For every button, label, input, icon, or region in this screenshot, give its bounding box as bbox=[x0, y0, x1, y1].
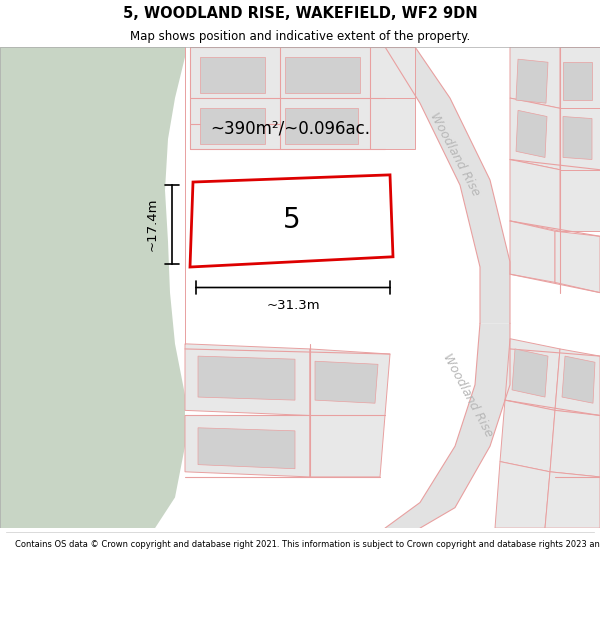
Text: ~31.3m: ~31.3m bbox=[266, 299, 320, 312]
Polygon shape bbox=[516, 111, 547, 158]
Text: ~390m²/~0.096ac.: ~390m²/~0.096ac. bbox=[210, 120, 370, 138]
Polygon shape bbox=[198, 428, 295, 469]
Text: Contains OS data © Crown copyright and database right 2021. This information is : Contains OS data © Crown copyright and d… bbox=[15, 540, 600, 549]
Polygon shape bbox=[555, 349, 600, 416]
Polygon shape bbox=[516, 59, 548, 103]
Polygon shape bbox=[555, 231, 600, 292]
Polygon shape bbox=[510, 221, 555, 282]
Polygon shape bbox=[370, 47, 415, 98]
Polygon shape bbox=[560, 108, 600, 170]
Polygon shape bbox=[385, 323, 510, 528]
Polygon shape bbox=[370, 98, 415, 149]
Polygon shape bbox=[285, 108, 358, 144]
Polygon shape bbox=[310, 349, 390, 416]
Polygon shape bbox=[185, 344, 310, 416]
Polygon shape bbox=[560, 170, 600, 231]
Polygon shape bbox=[190, 98, 280, 149]
Polygon shape bbox=[185, 416, 310, 477]
Polygon shape bbox=[545, 472, 600, 528]
Text: ~17.4m: ~17.4m bbox=[146, 198, 158, 251]
Polygon shape bbox=[310, 416, 385, 477]
Polygon shape bbox=[0, 47, 185, 528]
Polygon shape bbox=[280, 47, 370, 98]
Polygon shape bbox=[385, 47, 510, 323]
Polygon shape bbox=[510, 47, 560, 108]
Polygon shape bbox=[315, 361, 378, 403]
Polygon shape bbox=[512, 349, 548, 397]
Polygon shape bbox=[562, 356, 595, 403]
Text: Map shows position and indicative extent of the property.: Map shows position and indicative extent… bbox=[130, 30, 470, 43]
Polygon shape bbox=[198, 356, 295, 400]
Polygon shape bbox=[280, 98, 370, 149]
Text: 5: 5 bbox=[283, 206, 301, 234]
Polygon shape bbox=[560, 47, 600, 108]
Polygon shape bbox=[563, 116, 592, 159]
Polygon shape bbox=[190, 175, 393, 267]
Polygon shape bbox=[510, 98, 560, 170]
Polygon shape bbox=[495, 462, 550, 528]
Text: 5, WOODLAND RISE, WAKEFIELD, WF2 9DN: 5, WOODLAND RISE, WAKEFIELD, WF2 9DN bbox=[122, 6, 478, 21]
Polygon shape bbox=[505, 339, 560, 411]
Text: Woodland Rise: Woodland Rise bbox=[427, 111, 482, 198]
Polygon shape bbox=[550, 411, 600, 477]
Polygon shape bbox=[510, 159, 560, 231]
Polygon shape bbox=[285, 57, 360, 93]
Text: Woodland Rise: Woodland Rise bbox=[440, 351, 496, 439]
Polygon shape bbox=[200, 108, 265, 144]
Polygon shape bbox=[190, 47, 280, 98]
Polygon shape bbox=[563, 62, 592, 100]
Polygon shape bbox=[200, 57, 265, 93]
Polygon shape bbox=[500, 400, 555, 472]
